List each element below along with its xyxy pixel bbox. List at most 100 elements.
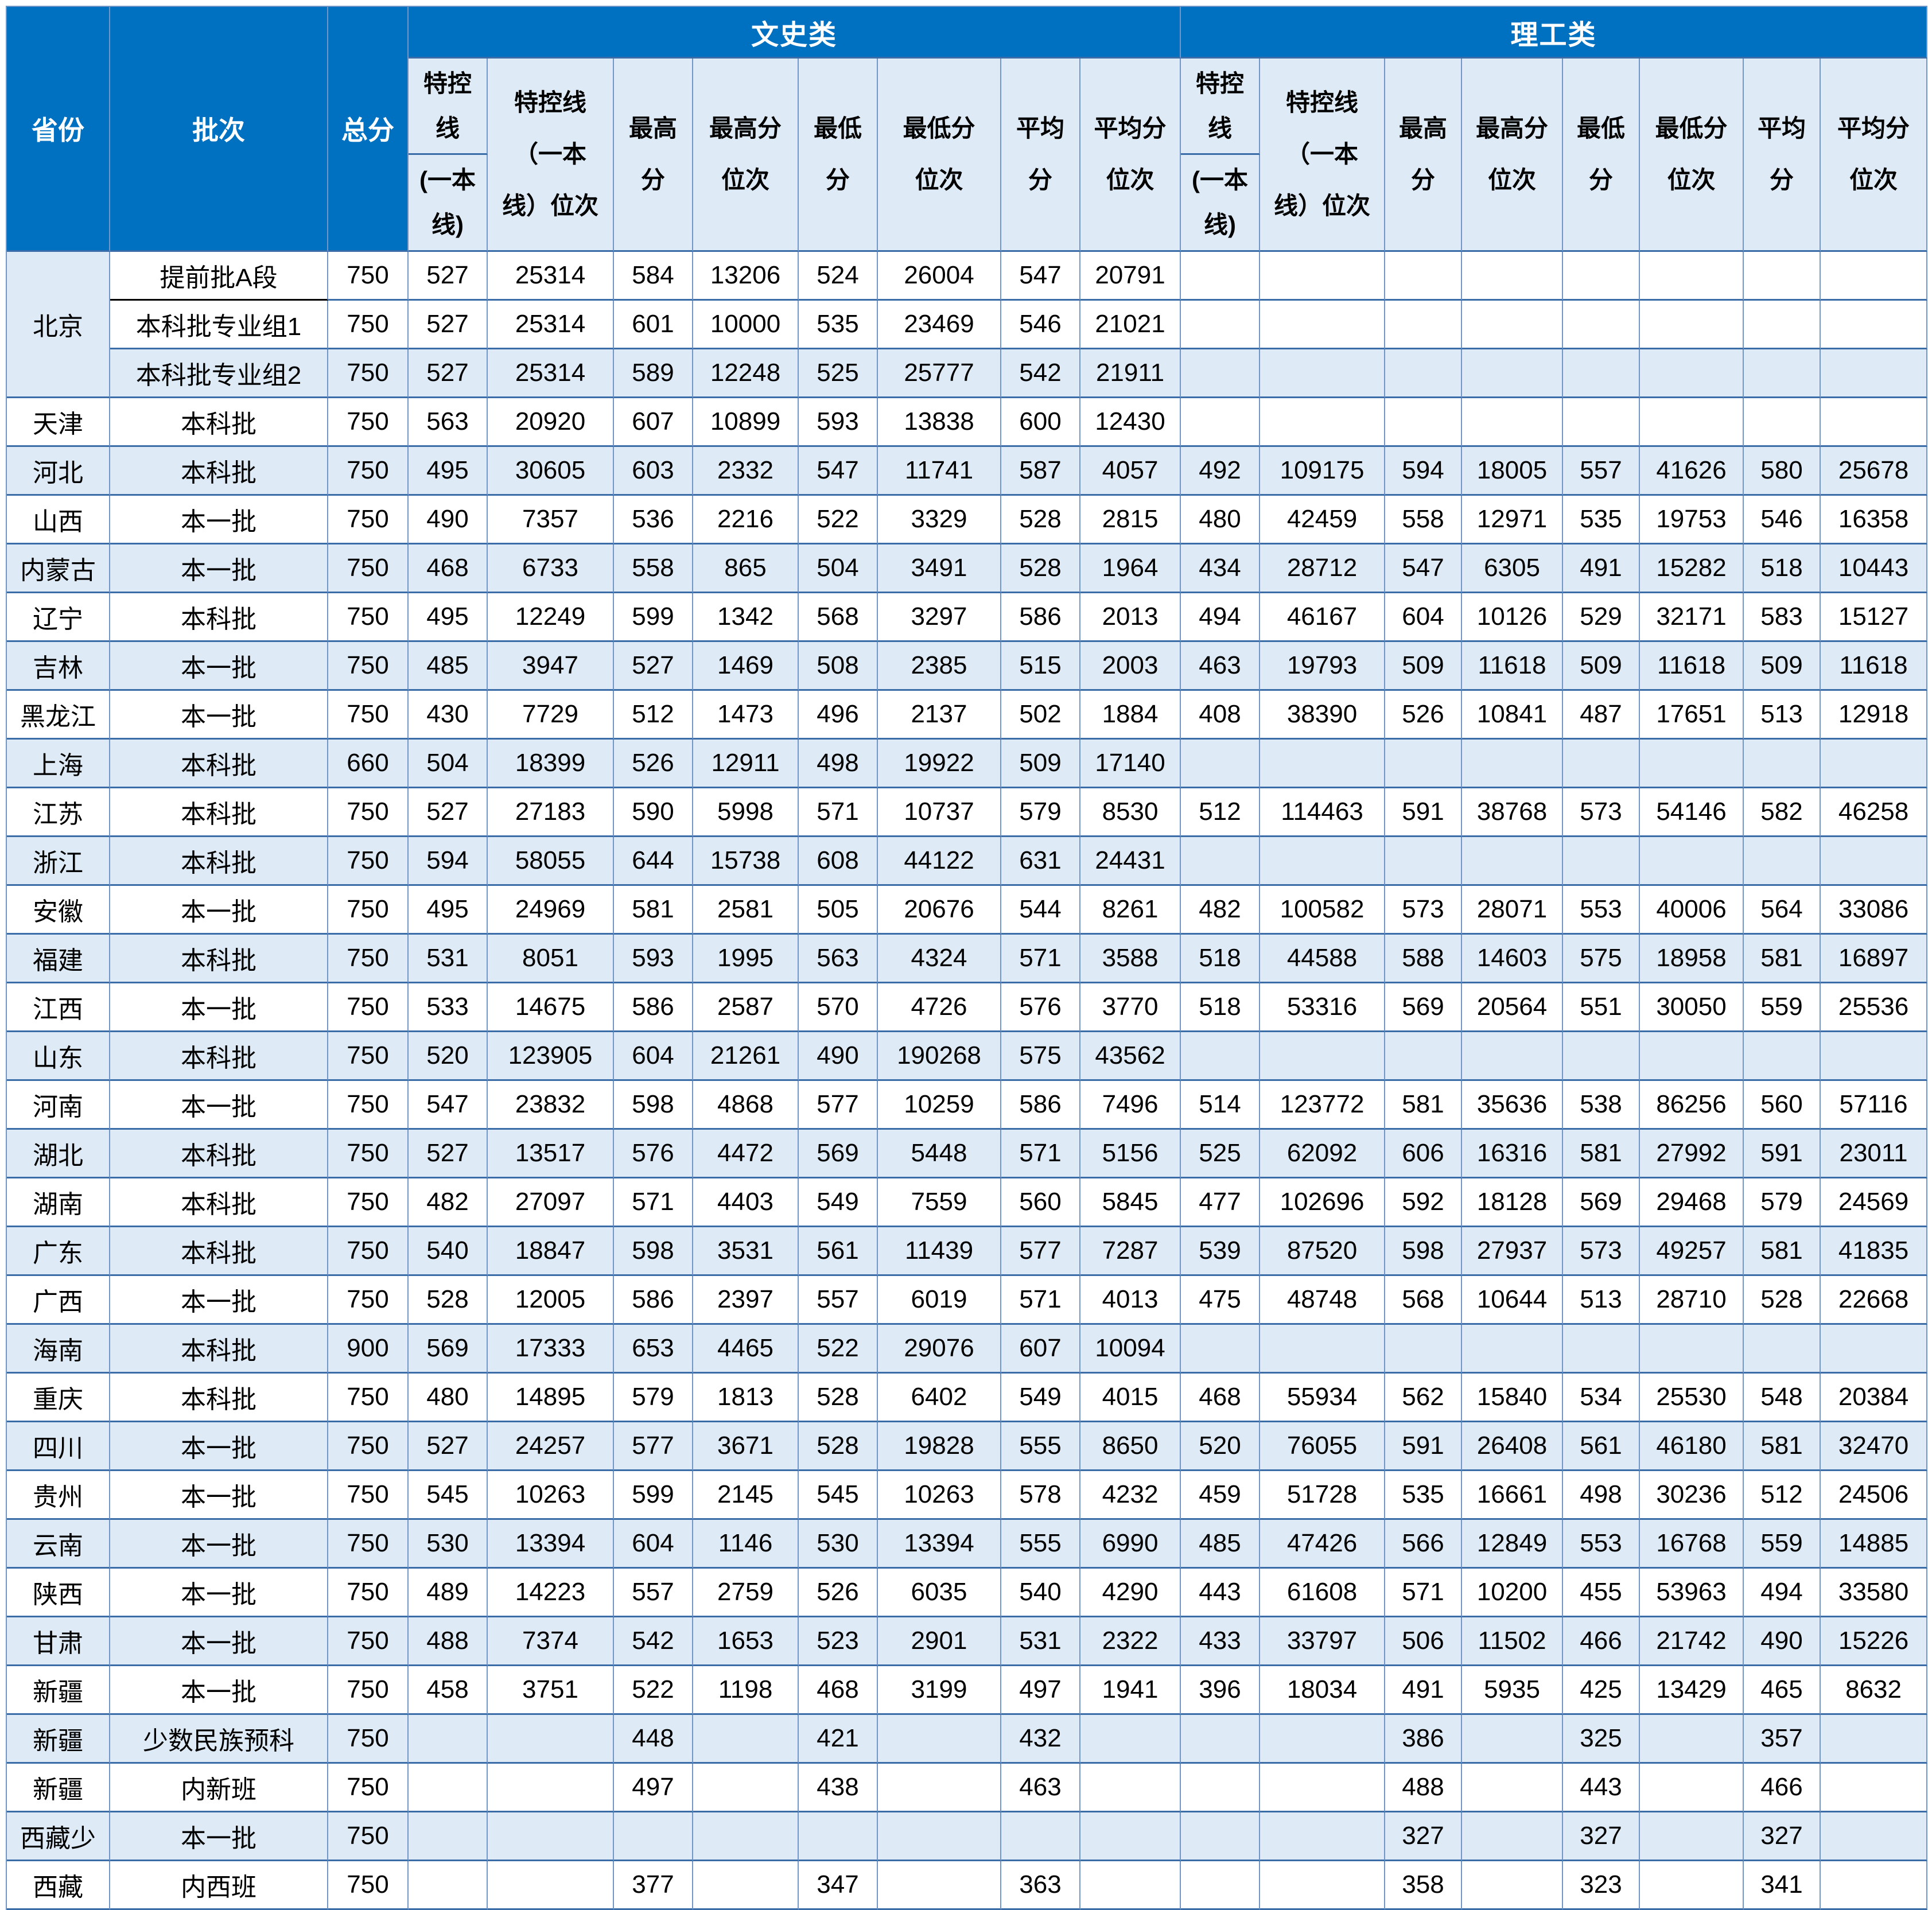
lg-cutoff-line-cell: 539 [1181, 1227, 1261, 1276]
lg-avg-score-cell: 546 [1744, 496, 1821, 544]
lg-avg-score-cell: 494 [1744, 1569, 1821, 1617]
lg-min-score-cell: 455 [1563, 1569, 1641, 1617]
lg-cutoff-line-cell: 468 [1181, 1374, 1261, 1422]
lg-min-rank-cell [1640, 252, 1744, 301]
ws-max-score-cell: 584 [614, 252, 693, 301]
lg-cutoff-line-cell: 408 [1181, 691, 1261, 740]
ws-cutoff-line-cell: 430 [409, 691, 488, 740]
ws-min-score-cell: 547 [799, 447, 878, 496]
ws-cutoff-line-cell: 488 [409, 1617, 488, 1666]
lg-max-score-cell [1385, 1032, 1463, 1081]
lg-max-rank-cell: 16661 [1462, 1471, 1564, 1520]
ws-cutoff-rank-cell: 25314 [488, 252, 614, 301]
table-row: 浙江 本科批 750 594 58055 644 15738 608 44122 631 24431 [7, 837, 1928, 886]
table-row: 安徽 本一批 750 495 24969 581 2581 505 20676 544 8261 48… [7, 886, 1928, 935]
province-cell: 福建 [7, 935, 110, 983]
lg-max-score-cell [1385, 740, 1463, 788]
lg-avg-rank-cell: 23011 [1821, 1130, 1928, 1178]
lg-cutoff-rank-cell: 28712 [1260, 544, 1386, 593]
ws-avg-score-cell: 463 [1001, 1764, 1080, 1812]
ws-min-score-cell: 438 [799, 1764, 878, 1812]
lg-cutoff-line-cell: 463 [1181, 642, 1261, 691]
batch-cell: 本科批 [110, 837, 328, 886]
ws-max-score-cell: 586 [614, 983, 693, 1032]
province-cell: 海南 [7, 1325, 110, 1374]
ws-cutoff-rank-cell: 30605 [488, 447, 614, 496]
lg-min-score-cell [1563, 398, 1641, 447]
total-score-cell: 750 [328, 544, 409, 593]
ws-max-rank-cell: 2397 [693, 1276, 799, 1325]
province-cell: 湖北 [7, 1130, 110, 1178]
province-cell: 上海 [7, 740, 110, 788]
ws-max-score-cell: 603 [614, 447, 693, 496]
header-ws-max-score: 最高分 [614, 59, 693, 252]
ws-avg-rank-cell: 21911 [1080, 349, 1181, 398]
lg-max-score-cell: 581 [1385, 1081, 1463, 1130]
ws-avg-score-cell: 547 [1001, 252, 1080, 301]
ws-max-score-cell: 557 [614, 1569, 693, 1617]
batch-cell: 本科批 [110, 1178, 328, 1227]
batch-cell: 本科批 [110, 935, 328, 983]
lg-min-score-cell: 498 [1563, 1471, 1641, 1520]
header-group-liberal-arts: 文史类 [409, 7, 1181, 59]
ws-cutoff-rank-cell: 24257 [488, 1422, 614, 1471]
lg-min-rank-cell: 54146 [1640, 788, 1744, 837]
lg-max-score-cell: 592 [1385, 1178, 1463, 1227]
ws-min-rank-cell [878, 1861, 1001, 1910]
ws-max-score-cell: 522 [614, 1666, 693, 1715]
table-row: 本科批专业组1 750 527 25314 601 10000 535 23469 546 210… [7, 301, 1928, 349]
province-cell: 重庆 [7, 1374, 110, 1422]
header-lg-avg-rank: 平均分位次 [1821, 59, 1928, 252]
ws-avg-score-cell: 575 [1001, 1032, 1080, 1081]
lg-max-score-cell: 598 [1385, 1227, 1463, 1276]
lg-cutoff-line-cell: 480 [1181, 496, 1261, 544]
lg-avg-rank-cell [1821, 1032, 1928, 1081]
lg-cutoff-rank-cell: 55934 [1260, 1374, 1386, 1422]
table-row: 上海 本科批 660 504 18399 526 12911 498 19922 509 17140 [7, 740, 1928, 788]
lg-min-rank-cell: 28710 [1640, 1276, 1744, 1325]
lg-min-rank-cell: 16768 [1640, 1520, 1744, 1569]
lg-max-score-cell [1385, 349, 1463, 398]
ws-avg-rank-cell: 20791 [1080, 252, 1181, 301]
ws-max-score-cell: 577 [614, 1422, 693, 1471]
ws-min-score-cell: 571 [799, 788, 878, 837]
ws-cutoff-line-cell: 495 [409, 447, 488, 496]
ws-min-score-cell: 569 [799, 1130, 878, 1178]
header-ws-cutoff-line-bottom: (一本线) [409, 155, 488, 252]
ws-max-rank-cell: 3671 [693, 1422, 799, 1471]
province-cell: 河北 [7, 447, 110, 496]
lg-avg-rank-cell: 57116 [1821, 1081, 1928, 1130]
ws-cutoff-rank-cell: 123905 [488, 1032, 614, 1081]
ws-avg-rank-cell: 1964 [1080, 544, 1181, 593]
lg-cutoff-line-cell [1181, 398, 1261, 447]
table-row: 内蒙古 本一批 750 468 6733 558 865 504 3491 528 1964 434 2… [7, 544, 1928, 593]
batch-cell: 本一批 [110, 691, 328, 740]
ws-avg-score-cell: 587 [1001, 447, 1080, 496]
table-row: 本科批专业组2 750 527 25314 589 12248 525 25777 542 219… [7, 349, 1928, 398]
lg-min-rank-cell [1640, 1715, 1744, 1764]
batch-cell: 本一批 [110, 886, 328, 935]
ws-max-rank-cell: 12911 [693, 740, 799, 788]
header-province: 省份 [7, 7, 110, 252]
lg-max-rank-cell [1462, 1812, 1564, 1861]
ws-max-score-cell: 590 [614, 788, 693, 837]
table-body: 北京 提前批A段 750 527 25314 584 13206 524 26004 547 207… [7, 252, 1928, 1910]
lg-avg-score-cell: 465 [1744, 1666, 1821, 1715]
ws-avg-score-cell: 578 [1001, 1471, 1080, 1520]
total-score-cell: 750 [328, 935, 409, 983]
province-cell: 新疆 [7, 1764, 110, 1812]
lg-avg-rank-cell [1821, 740, 1928, 788]
batch-cell: 提前批A段 [110, 252, 328, 301]
lg-cutoff-line-cell [1181, 837, 1261, 886]
ws-cutoff-rank-cell: 25314 [488, 301, 614, 349]
lg-cutoff-rank-cell: 47426 [1260, 1520, 1386, 1569]
lg-min-rank-cell: 17651 [1640, 691, 1744, 740]
batch-cell: 本一批 [110, 1520, 328, 1569]
lg-avg-score-cell: 579 [1744, 1178, 1821, 1227]
lg-max-rank-cell: 11618 [1462, 642, 1564, 691]
province-cell: 新疆 [7, 1666, 110, 1715]
lg-max-score-cell: 491 [1385, 1666, 1463, 1715]
lg-cutoff-rank-cell [1260, 252, 1386, 301]
ws-min-score-cell: 593 [799, 398, 878, 447]
ws-avg-rank-cell: 4232 [1080, 1471, 1181, 1520]
